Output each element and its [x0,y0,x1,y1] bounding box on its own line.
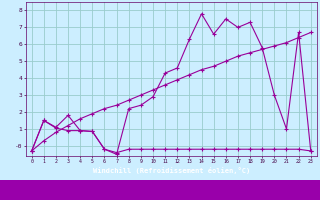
X-axis label: Windchill (Refroidissement éolien,°C): Windchill (Refroidissement éolien,°C) [92,167,250,174]
